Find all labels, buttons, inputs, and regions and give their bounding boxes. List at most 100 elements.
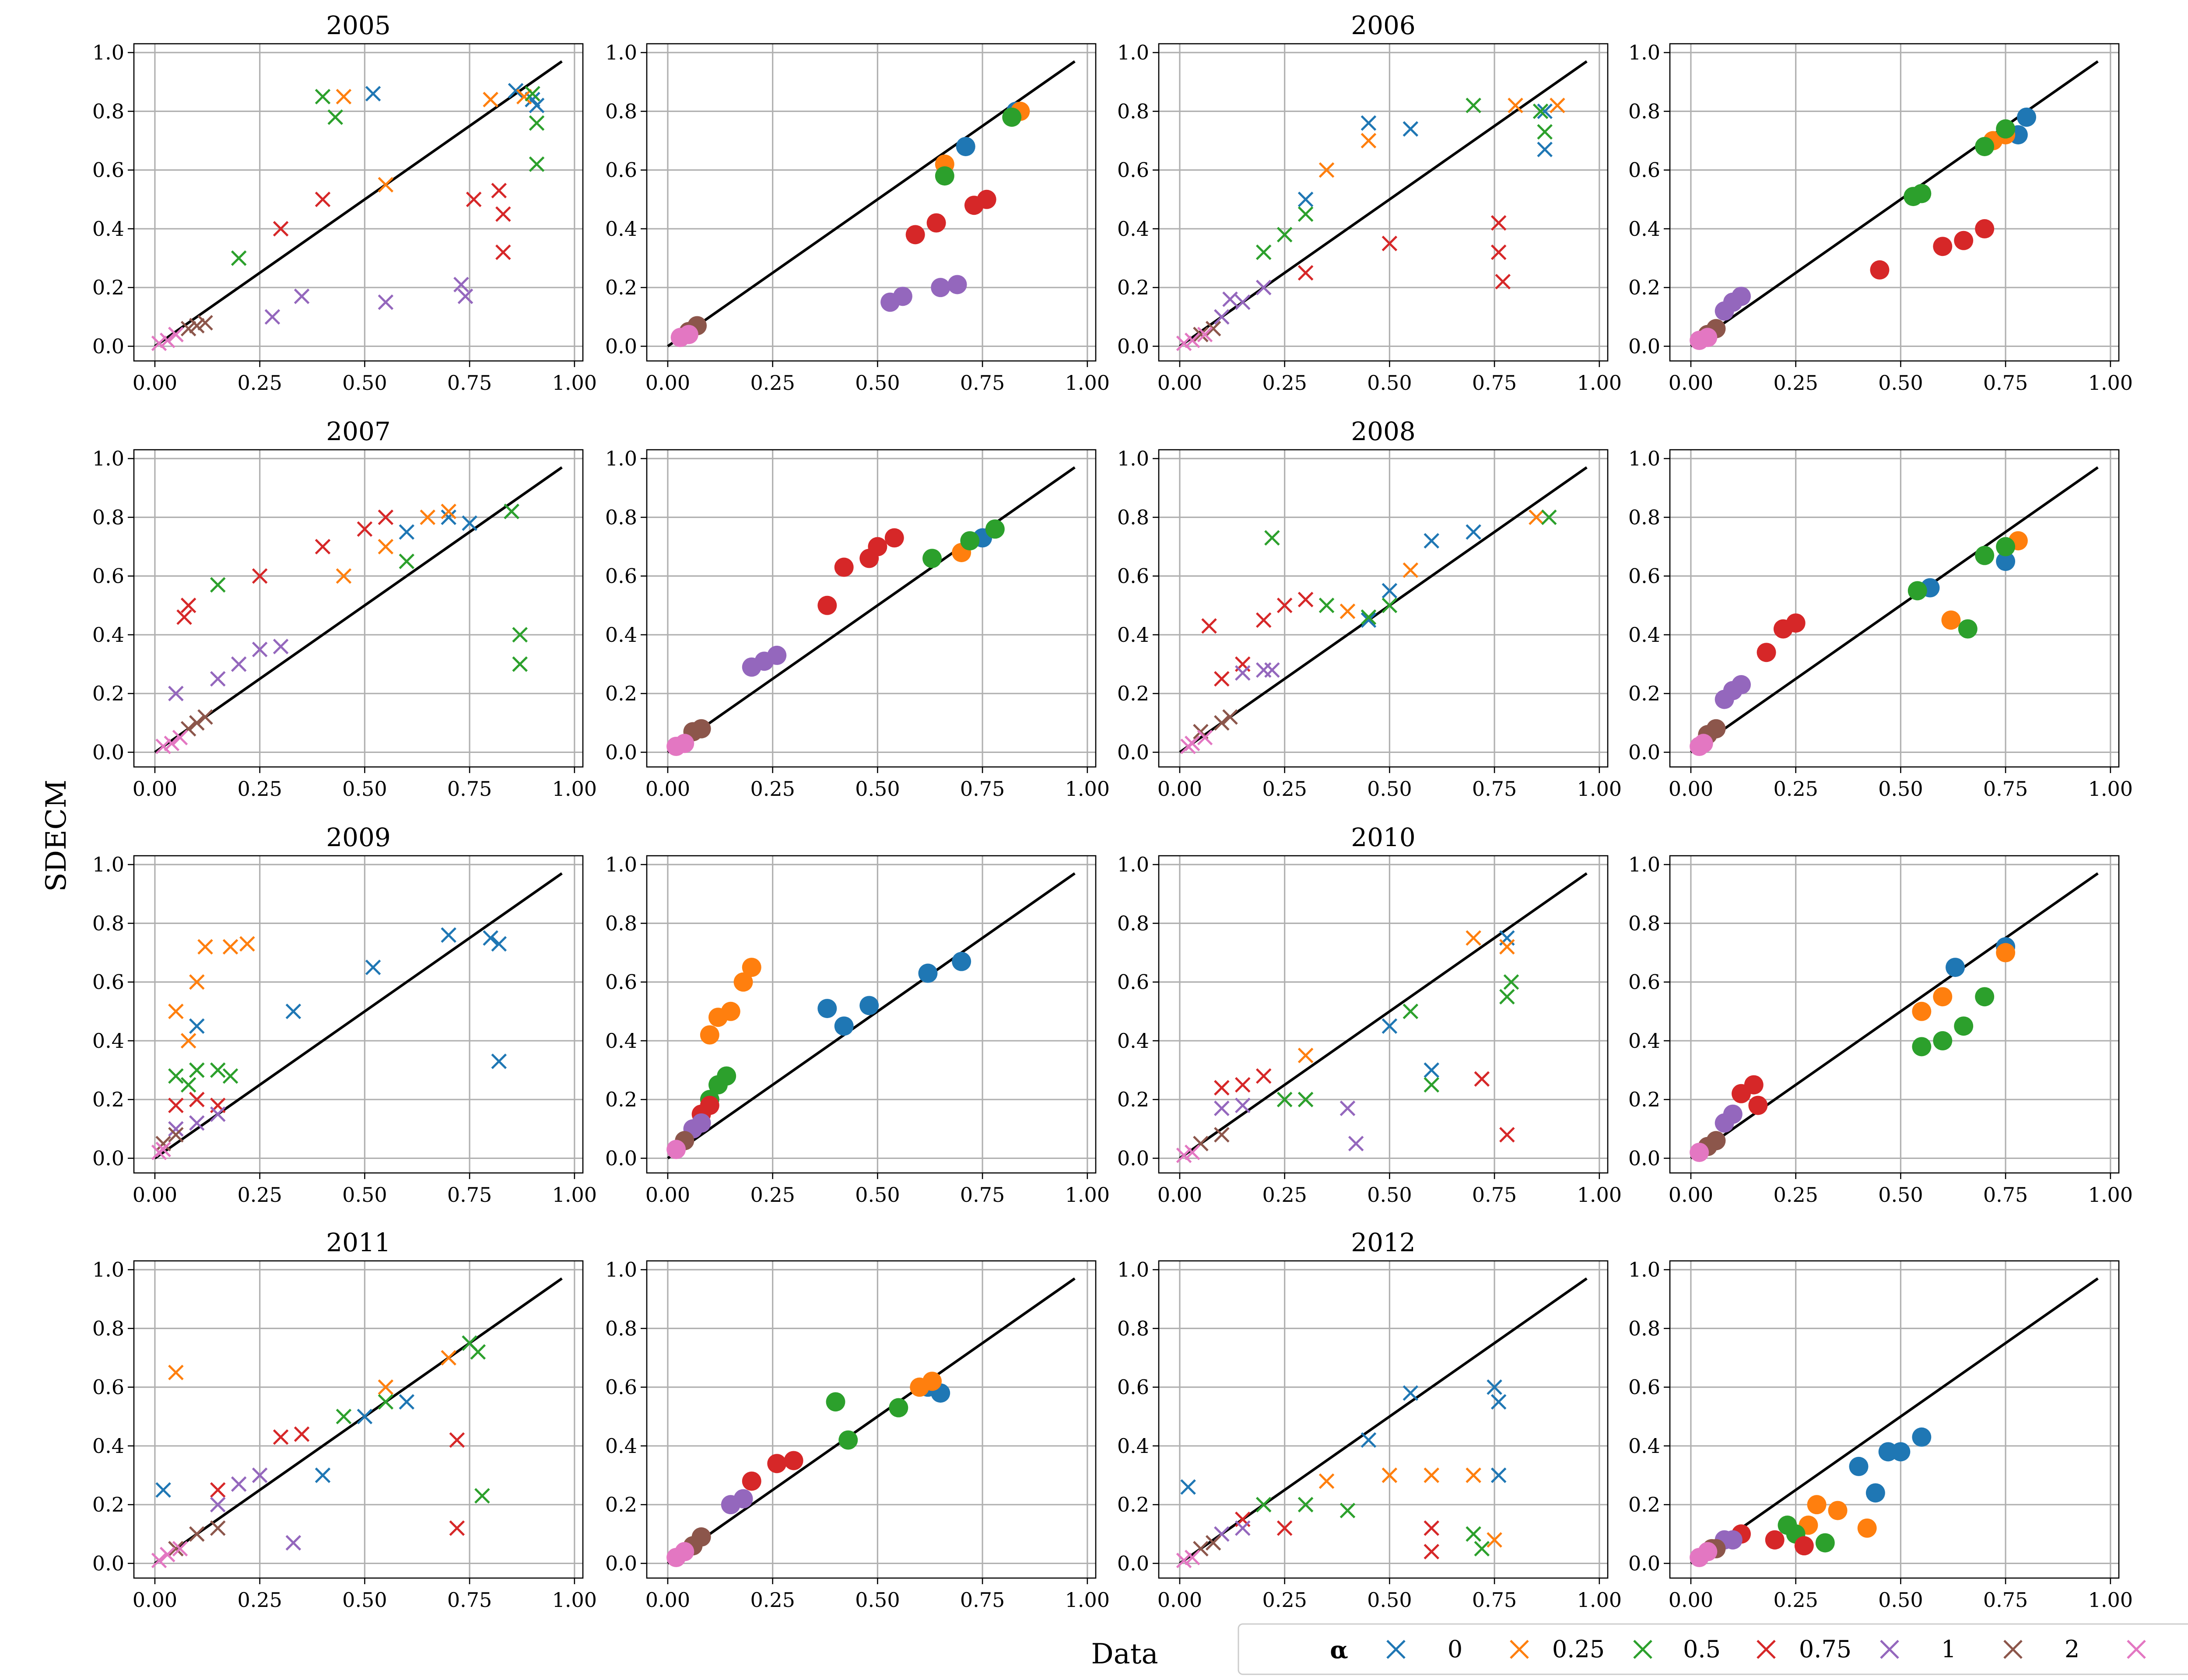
data-point xyxy=(189,1062,205,1078)
data-point xyxy=(491,936,507,952)
legend-label: 0.75 xyxy=(1799,1635,1851,1663)
x-tick-label: 0.00 xyxy=(1157,1588,1202,1612)
y-tick-label: 0.8 xyxy=(1628,505,1660,529)
data-point xyxy=(1815,1533,1835,1553)
data-point xyxy=(441,504,456,519)
x-tick-label: 0.50 xyxy=(1367,1183,1412,1207)
data-point xyxy=(679,325,698,344)
legend-entry-0.5: 0.5 xyxy=(1633,1635,1721,1663)
data-point xyxy=(1382,583,1398,598)
data-point xyxy=(1276,598,1293,613)
y-tick-label: 1.0 xyxy=(1628,41,1660,64)
data-point xyxy=(691,1113,711,1133)
series-alpha-0.75 xyxy=(1201,592,1314,687)
x-tick-label: 1.00 xyxy=(2088,371,2133,395)
series-alpha-0.25 xyxy=(1318,1467,1502,1548)
panels: 0.00 0.25 0.50 0.75 1.000.00.20.40.60.81.020… xyxy=(92,10,2133,1612)
x-tick-label: 0.75 xyxy=(1983,1183,2028,1207)
reference-line xyxy=(154,60,563,347)
data-point xyxy=(817,999,837,1018)
data-point xyxy=(231,250,247,266)
x-tick-label: 0.00 xyxy=(133,1588,177,1612)
series-alpha-5 xyxy=(1180,730,1213,754)
data-point xyxy=(1996,537,2016,556)
data-point xyxy=(264,309,281,325)
y-tick-label: 0.6 xyxy=(1117,970,1149,994)
x-tick-label: 0.50 xyxy=(1878,371,1923,395)
y-tick-label: 0.8 xyxy=(1117,99,1149,123)
data-point xyxy=(189,715,205,731)
data-point xyxy=(231,1476,247,1492)
x-tick-label: 0.50 xyxy=(855,777,900,801)
data-point xyxy=(315,192,331,207)
data-point xyxy=(817,595,837,615)
data-point xyxy=(1235,294,1251,310)
data-point xyxy=(378,1379,394,1395)
data-point xyxy=(474,1488,490,1504)
y-tick-label: 0.0 xyxy=(1117,740,1149,764)
data-point xyxy=(1508,98,1523,113)
y-tick-label: 0.2 xyxy=(605,276,637,299)
series-alpha-0.5 xyxy=(1264,509,1557,625)
data-point xyxy=(838,1430,858,1450)
reference-line xyxy=(1179,872,1588,1159)
series-alpha-0.5 xyxy=(826,1392,908,1450)
reference-line xyxy=(1690,60,2099,347)
series-alpha-1 xyxy=(168,639,289,701)
data-point xyxy=(495,206,511,222)
data-point xyxy=(1466,1526,1481,1542)
data-point xyxy=(1946,958,1965,977)
series-alpha-1 xyxy=(1715,287,1751,321)
data-point xyxy=(285,1535,302,1551)
data-point xyxy=(1424,1544,1440,1560)
series-alpha-1 xyxy=(264,276,473,325)
reference-line xyxy=(1690,466,2099,753)
x-tick-label: 1.00 xyxy=(1577,1183,1622,1207)
y-tick-label: 0.8 xyxy=(92,99,124,123)
series-alpha-1 xyxy=(1715,675,1751,709)
axes-frame xyxy=(646,43,1097,362)
data-point xyxy=(189,1018,205,1034)
data-point xyxy=(365,959,381,975)
y-tick-label: 0.4 xyxy=(605,1434,637,1458)
series-alpha-0 xyxy=(1360,524,1481,628)
data-point xyxy=(172,1541,188,1557)
data-point xyxy=(1698,1542,1718,1561)
data-point xyxy=(1360,1432,1377,1448)
x-axis-label: Data xyxy=(1091,1638,1158,1670)
data-point xyxy=(378,1394,394,1410)
reference-line xyxy=(667,466,1076,753)
data-point xyxy=(1786,613,1806,633)
y-tick-label: 1.0 xyxy=(1628,1258,1660,1281)
panel-10: 0.00 0.25 0.50 0.75 1.00 0.0 0.2 0.4 0.6 0.8 1.0 xyxy=(605,853,1110,1207)
data-point xyxy=(905,225,925,245)
legend-entry-2: 2 xyxy=(2003,1635,2079,1663)
data-point xyxy=(168,1541,184,1557)
y-tick-label: 0.6 xyxy=(1117,158,1149,182)
legend-label: 0 xyxy=(1448,1635,1462,1663)
data-point xyxy=(742,958,761,977)
series-alpha-0.5 xyxy=(231,86,545,266)
data-point xyxy=(1975,136,1995,156)
data-point xyxy=(834,557,854,577)
reference-line xyxy=(1690,872,2099,1159)
series-alpha-0.25 xyxy=(1912,943,2016,1021)
x-tick-label: 0.50 xyxy=(342,1183,387,1207)
series-alpha-5 xyxy=(1690,1143,1709,1162)
x-tick-label: 0.50 xyxy=(1367,777,1412,801)
y-tick-label: 0.4 xyxy=(1117,1029,1149,1053)
data-point xyxy=(675,1542,694,1561)
legend-marker xyxy=(1880,1640,1899,1659)
data-point xyxy=(922,1372,942,1391)
y-tick-label: 0.2 xyxy=(1628,1493,1660,1516)
data-point xyxy=(483,930,498,946)
data-point xyxy=(273,221,289,237)
series-alpha-0.75 xyxy=(905,189,996,245)
y-tick-label: 0.8 xyxy=(1628,1316,1660,1340)
data-point xyxy=(1537,141,1553,158)
x-tick-label: 0.50 xyxy=(1367,371,1412,395)
data-point xyxy=(1466,524,1481,540)
data-point xyxy=(1794,1536,1814,1556)
series-alpha-0.5 xyxy=(210,504,528,672)
y-tick-label: 0.8 xyxy=(1117,1316,1149,1340)
